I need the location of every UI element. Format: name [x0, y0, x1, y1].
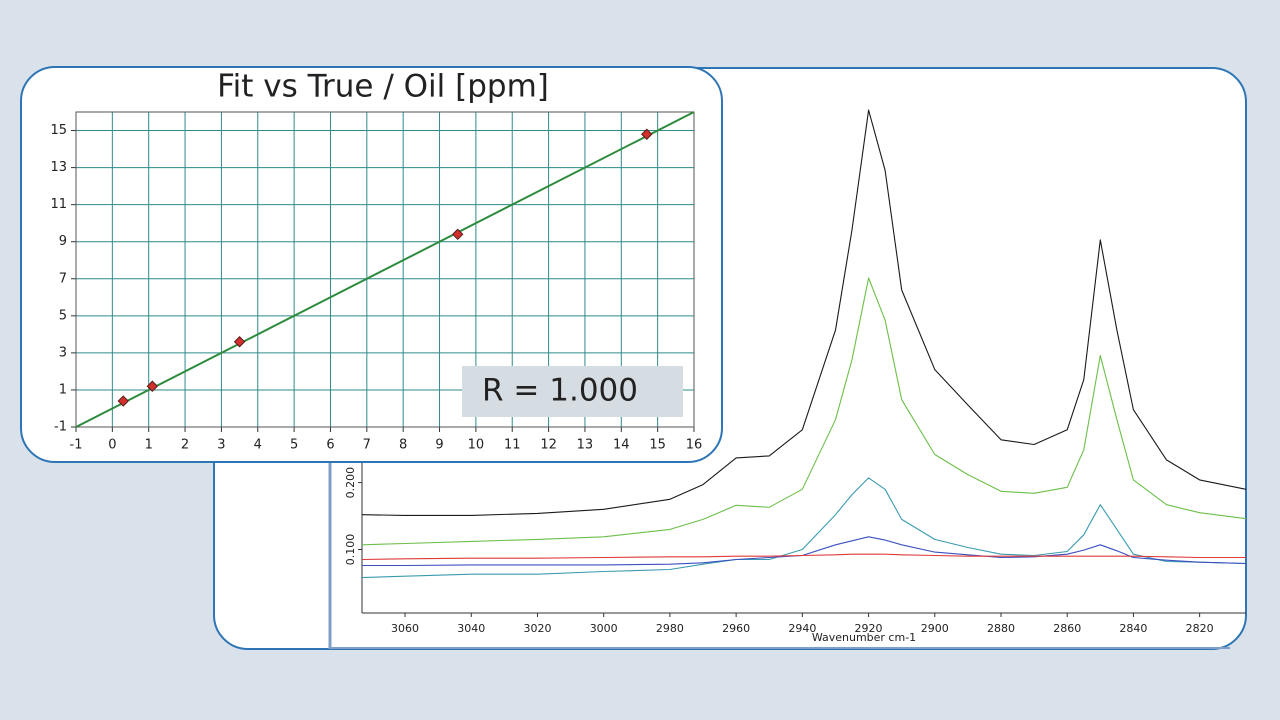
y-tick-label: 11 — [50, 197, 67, 212]
x-tick-label: 1 — [145, 438, 153, 453]
x-tick-label: 2960 — [722, 622, 750, 635]
x-axis-label: Wavenumber cm-1 — [812, 631, 916, 644]
y-tick-label: 15 — [50, 123, 67, 138]
y-tick-label: 13 — [50, 160, 67, 175]
x-tick-label: 12 — [540, 438, 557, 453]
x-tick-label: 2860 — [1053, 622, 1081, 635]
x-tick-label: 10 — [468, 438, 485, 453]
data-point — [117, 395, 129, 407]
x-tick-label: 3040 — [457, 622, 485, 635]
spectrum-chart: 3060 3040 3020 3000 2980 2960 2940 2920 2900 2880… — [328, 109, 1247, 649]
y-tick-label: 0.100 — [344, 534, 357, 566]
spectrum-line — [361, 477, 1247, 579]
x-tick-label: 2820 — [1186, 622, 1214, 635]
x-tick-label: 14 — [613, 438, 630, 453]
data-point — [641, 128, 653, 140]
spectrum-line — [361, 553, 1246, 561]
y-tick-label: 7 — [59, 271, 67, 286]
y-tick-label: 9 — [59, 234, 67, 249]
x-tick-label: 3 — [217, 438, 225, 453]
x-tick-label: -1 — [70, 438, 83, 453]
x-tick-label: 3020 — [523, 622, 551, 635]
annotation: R = 1.000 — [482, 373, 638, 409]
data-point — [451, 228, 464, 241]
x-tick-label: 13 — [577, 438, 594, 453]
fit-chart: Fit vs True / Oil [ppm]-1 0 1 2 3 4 5 6 7 8 9 10 11 1… — [50, 69, 702, 453]
data-point — [146, 380, 159, 392]
x-tick-label: 3060 — [391, 622, 419, 635]
fit-card — [20, 66, 723, 463]
x-tick-label: 9 — [435, 438, 443, 453]
chart-title: Fit vs True / Oil [ppm] — [217, 69, 549, 105]
x-tick-label: 2840 — [1119, 622, 1147, 635]
x-tick-label: 2920 — [855, 622, 883, 635]
spectrum-line — [361, 277, 1247, 546]
x-tick-label: 8 — [399, 438, 407, 453]
x-tick-label: 0 — [108, 438, 116, 453]
x-tick-label: 2980 — [656, 622, 684, 635]
x-tick-label: 2 — [181, 438, 189, 453]
fit-line — [75, 111, 695, 428]
y-tick-label: 1 — [59, 382, 67, 397]
y-tick-label: -1 — [54, 420, 67, 435]
x-tick-label: 11 — [504, 438, 521, 453]
x-tick-label: 2880 — [987, 622, 1015, 635]
y-tick-label: 5 — [59, 308, 67, 323]
plot-frame — [75, 111, 695, 428]
x-tick-label: 2940 — [788, 622, 816, 635]
x-tick-label: 16 — [686, 438, 703, 453]
x-tick-label: 3000 — [590, 622, 618, 635]
x-tick-label: 5 — [290, 438, 298, 453]
y-tick-label: 3 — [59, 345, 67, 360]
annotation-box — [462, 366, 683, 417]
data-point — [233, 336, 246, 348]
spectrum-line — [362, 536, 1247, 567]
x-tick-label: 6 — [326, 438, 334, 453]
y-tick-label: 0.200 — [344, 467, 357, 499]
x-tick-label: 7 — [363, 438, 371, 453]
x-tick-label: 4 — [254, 438, 262, 453]
x-tick-label: 2900 — [921, 622, 949, 635]
x-tick-label: 15 — [649, 438, 666, 453]
spectrum-line — [361, 109, 1247, 516]
